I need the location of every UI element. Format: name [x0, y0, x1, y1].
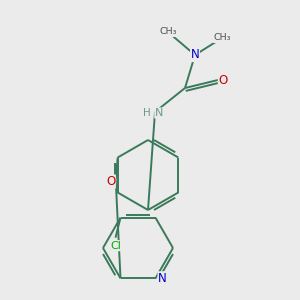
Text: H: H: [143, 108, 151, 118]
Text: O: O: [106, 175, 115, 188]
Text: Cl: Cl: [110, 241, 121, 251]
Text: CH₃: CH₃: [213, 34, 231, 43]
Text: CH₃: CH₃: [159, 28, 177, 37]
Text: N: N: [158, 272, 167, 285]
Text: N: N: [155, 108, 163, 118]
Text: N: N: [190, 49, 200, 62]
Text: O: O: [218, 74, 228, 86]
